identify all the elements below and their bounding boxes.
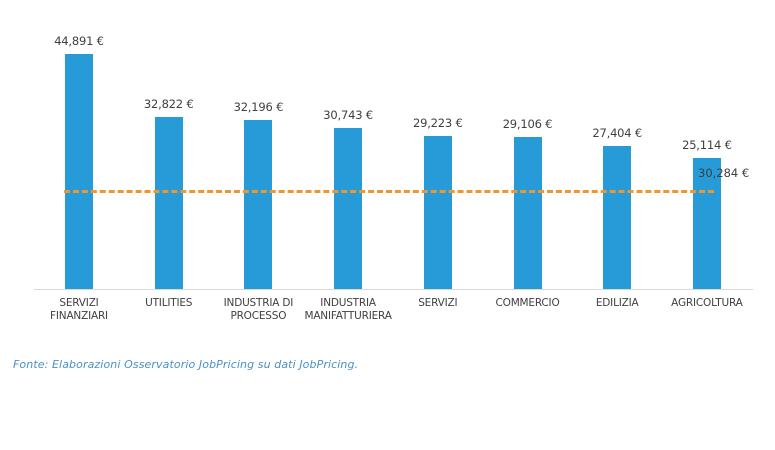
bar-value-label: 27,404 € xyxy=(592,125,642,140)
bar-value-label: 44,891 € xyxy=(54,34,104,48)
category-label-line: COMMERCIO xyxy=(495,297,560,309)
category-label-line: SERVIZI xyxy=(59,297,99,309)
category-label: INDUSTRIA MANIFATTURIERA xyxy=(304,297,391,323)
bar-value-label: 25,114 € xyxy=(682,137,732,152)
category-label-line: AGRICOLTURA xyxy=(671,297,743,309)
category-label: COMMERCIO xyxy=(495,297,559,310)
average-dashed-line xyxy=(64,190,714,193)
bar-value-label: 29,223 € xyxy=(412,116,463,131)
bar xyxy=(65,54,93,289)
bar-value-label: 30,743 € xyxy=(323,108,373,123)
category-label-line: INDUSTRIA DI xyxy=(223,297,294,309)
category-label-line: PROCESSO xyxy=(230,310,287,322)
average-value-label: 30,284 € xyxy=(698,166,750,180)
bar-chart: 44,891 € SERVIZI FINANZIARI 32,822 € UTILITI… xyxy=(34,34,753,323)
source-note: Fonte: Elaborazioni Osservatorio JobPric… xyxy=(13,358,359,371)
category-label: UTILITIES xyxy=(145,297,192,310)
bar xyxy=(154,117,183,289)
category-label-line: INDUSTRIA xyxy=(320,297,376,309)
category-label: EDILIZIA xyxy=(596,297,639,310)
bar-value-label: 32,196 € xyxy=(233,100,284,115)
x-axis-line xyxy=(34,289,753,290)
category-label: SERVIZI FINANZIARI xyxy=(50,297,108,323)
bar-value-label: 29,106 € xyxy=(502,116,553,131)
category-label-line: FINANZIARI xyxy=(50,310,108,322)
bar xyxy=(692,157,721,289)
bar-value-label: 32,822 € xyxy=(143,97,194,112)
category-label-line: UTILITIES xyxy=(145,297,193,309)
bar xyxy=(603,145,632,289)
bar xyxy=(423,136,452,289)
category-label-line: SERVIZI xyxy=(418,297,458,309)
bar xyxy=(334,128,363,289)
category-label: AGRICOLTURA xyxy=(671,297,743,310)
category-label: SERVIZI xyxy=(418,297,457,310)
category-label: INDUSTRIA DI PROCESSO xyxy=(224,297,294,323)
bar xyxy=(244,120,273,289)
category-label-line: EDILIZIA xyxy=(595,297,639,309)
bar xyxy=(513,136,542,289)
category-label-line: MANIFATTURIERA xyxy=(304,310,392,322)
